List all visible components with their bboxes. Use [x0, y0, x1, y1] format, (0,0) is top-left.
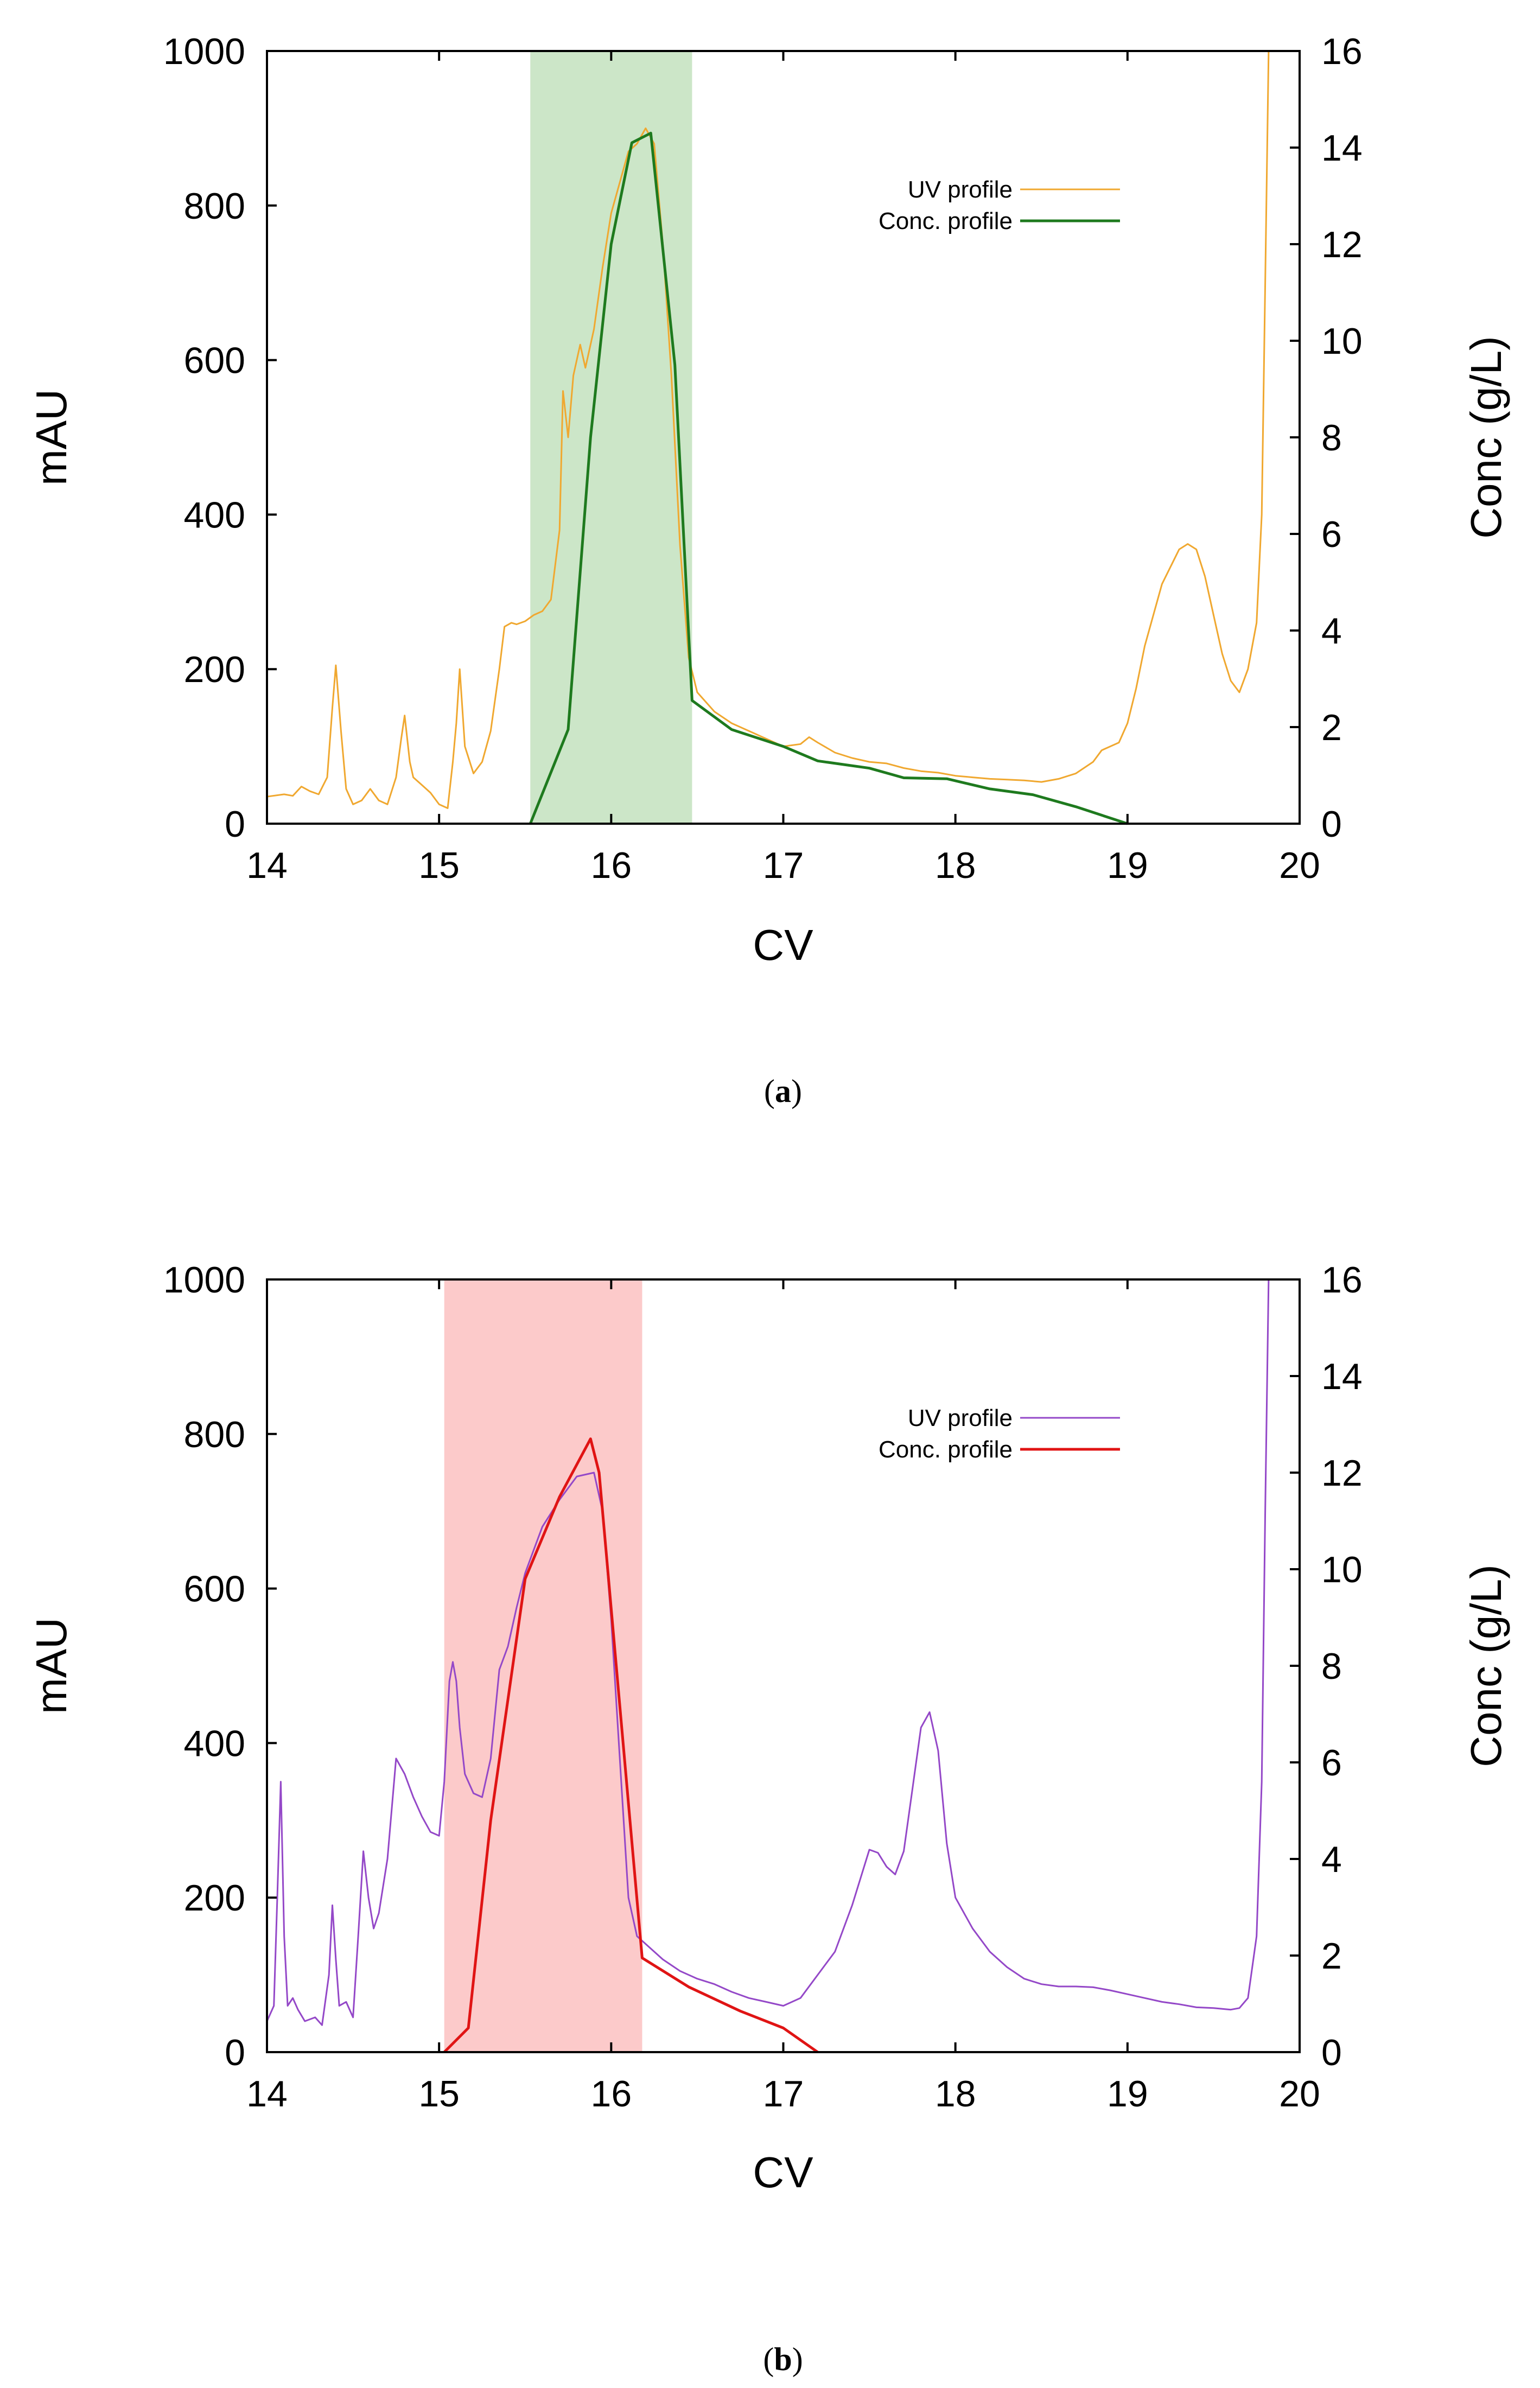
y-tick-label: 800 — [184, 186, 245, 227]
plot-frame-a — [266, 50, 1301, 825]
y-tick-label: 0 — [225, 804, 245, 845]
conc-profile-line-a — [529, 131, 1128, 825]
y-tick-label: 400 — [184, 1723, 245, 1764]
x-tick-label: 19 — [1107, 845, 1148, 886]
y-tick-label: 600 — [184, 1569, 245, 1610]
y2-tick-label: 0 — [1321, 804, 1342, 845]
series-group-a — [266, 50, 1270, 825]
legend-label-conc-b: Conc. profile — [879, 1436, 1013, 1463]
conc-profile-line-b — [443, 1437, 819, 2054]
y2-tick-label: 10 — [1321, 1549, 1363, 1590]
ticks-b: 14 15 16 17 18 19 2002004006008001000024681012… — [163, 1259, 1363, 2115]
legend-a: UV profile Conc. profile — [879, 176, 1120, 234]
legend-b: UV profile Conc. profile — [879, 1405, 1120, 1463]
y-tick-label: 200 — [184, 1877, 245, 1919]
chart-b: 14 15 16 17 18 19 2002004006008001000024681012… — [27, 1259, 1510, 2377]
y-axis-title-a: mAU — [27, 389, 75, 486]
x-tick-label: 14 — [246, 2073, 288, 2115]
y2-tick-label: 4 — [1321, 1839, 1342, 1880]
x-axis-title-b: CV — [753, 2148, 813, 2196]
x-tick-label: 20 — [1279, 845, 1320, 886]
y2-tick-label: 8 — [1321, 417, 1342, 459]
x-tick-label: 17 — [763, 2073, 804, 2115]
series-group-b — [266, 1279, 1270, 2054]
y2-tick-label: 6 — [1321, 1742, 1342, 1784]
y2-tick-label: 16 — [1321, 1259, 1363, 1301]
y2-tick-label: 2 — [1321, 707, 1342, 748]
legend-label-conc-a: Conc. profile — [879, 208, 1013, 234]
legend-label-uv-a: UV profile — [908, 176, 1013, 203]
y2-axis-title-b: Conc (g/L) — [1462, 1564, 1510, 1767]
y2-tick-label: 4 — [1321, 610, 1342, 652]
caption-a: (a) — [764, 1073, 802, 1109]
y2-tick-label: 6 — [1321, 514, 1342, 555]
plot-frame-b — [266, 1278, 1301, 2053]
y-tick-label: 1000 — [163, 31, 245, 72]
y-tick-label: 0 — [225, 2032, 245, 2073]
chart-a: 14 15 16 17 18 19 2002004006008001000024681012… — [27, 31, 1510, 1109]
x-tick-label: 20 — [1279, 2073, 1320, 2115]
highlighted-region-a — [530, 51, 692, 824]
x-tick-label: 18 — [935, 2073, 976, 2115]
ticks-a: 14 15 16 17 18 19 2002004006008001000024681012… — [163, 31, 1363, 886]
x-tick-label: 14 — [246, 845, 288, 886]
x-tick-label: 15 — [418, 2073, 460, 2115]
x-axis-title-a: CV — [753, 921, 813, 969]
y2-tick-label: 14 — [1321, 1356, 1363, 1397]
y2-axis-title-a: Conc (g/L) — [1462, 336, 1510, 538]
y2-tick-label: 10 — [1321, 321, 1363, 362]
legend-label-uv-b: UV profile — [908, 1405, 1013, 1431]
y2-tick-label: 12 — [1321, 224, 1363, 265]
caption-b: (b) — [763, 2341, 803, 2377]
y-tick-label: 200 — [184, 649, 245, 690]
y2-tick-label: 0 — [1321, 2032, 1342, 2073]
y2-tick-label: 14 — [1321, 128, 1363, 169]
x-tick-label: 15 — [418, 845, 460, 886]
y-axis-title-b: mAU — [27, 1618, 75, 1714]
x-tick-label: 18 — [935, 845, 976, 886]
y2-tick-label: 2 — [1321, 1935, 1342, 1977]
uv-profile-line-a — [266, 50, 1270, 809]
y2-tick-label: 16 — [1321, 31, 1363, 72]
uv-profile-line-b — [266, 1279, 1270, 2026]
y2-tick-label: 8 — [1321, 1646, 1342, 1687]
x-tick-label: 16 — [591, 845, 632, 886]
y-tick-label: 600 — [184, 340, 245, 381]
y-tick-label: 400 — [184, 494, 245, 536]
y2-tick-label: 12 — [1321, 1453, 1363, 1494]
y-tick-label: 800 — [184, 1414, 245, 1455]
y-tick-label: 1000 — [163, 1259, 245, 1301]
x-tick-label: 17 — [763, 845, 804, 886]
x-tick-label: 19 — [1107, 2073, 1148, 2115]
x-tick-label: 16 — [591, 2073, 632, 2115]
highlighted-region-b — [444, 1279, 642, 2052]
